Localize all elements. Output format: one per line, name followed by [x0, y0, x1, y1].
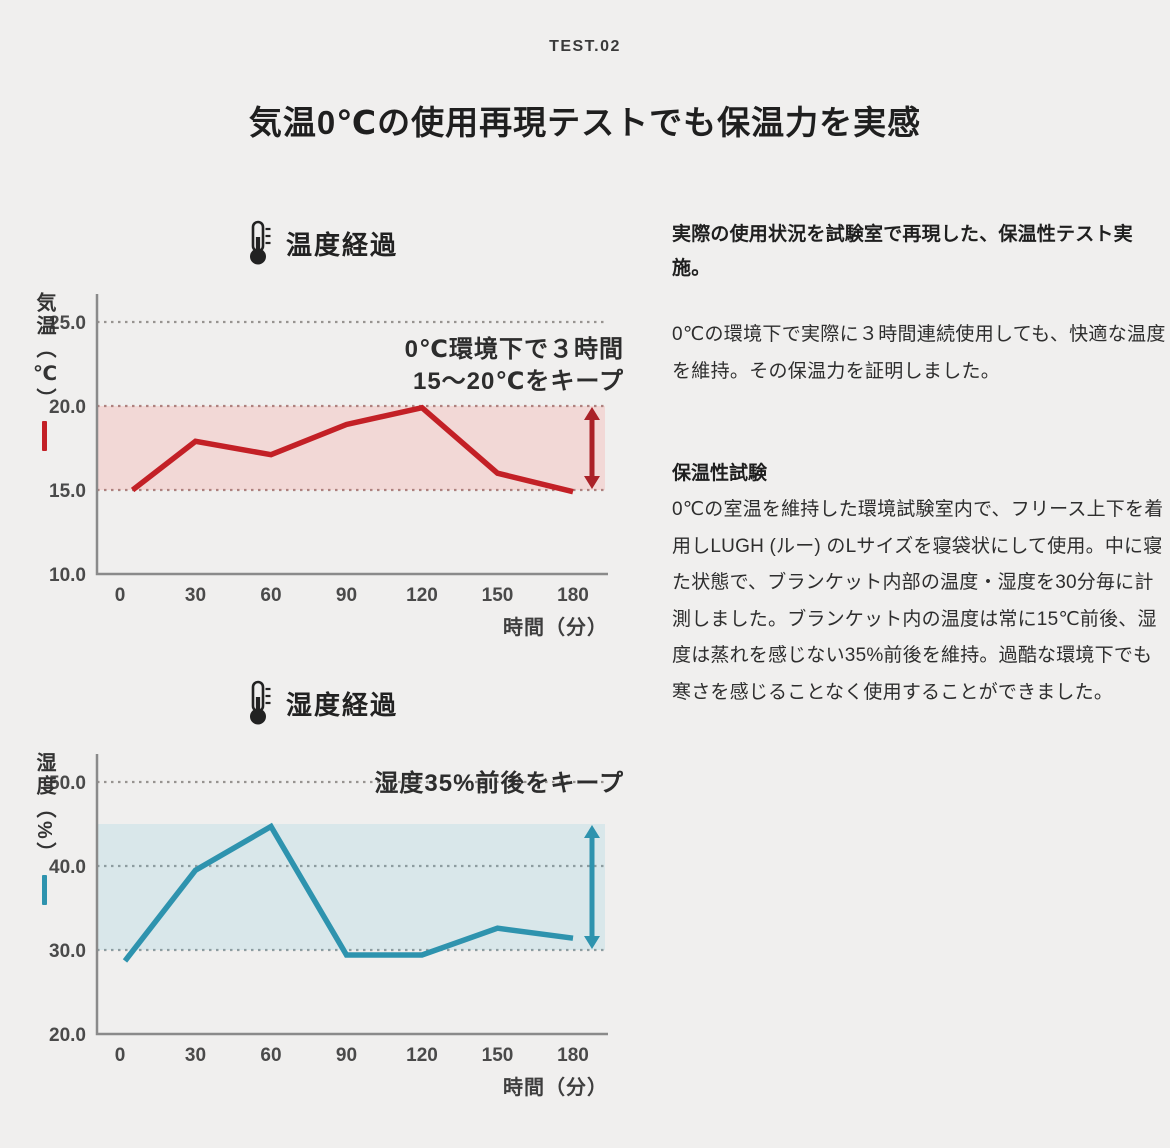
temperature-chart-section: 温度経過 25.0 20.0 15.0 10.0 0 30 60 90 120 150 180 時間（…	[8, 220, 638, 647]
axes	[95, 294, 608, 576]
range-arrow-head-down	[584, 936, 600, 949]
x-axis-title: 時間（分）	[503, 1075, 608, 1099]
y-tick-label: 20.0	[49, 397, 86, 418]
temperature-chart-area: 25.0 20.0 15.0 10.0 0 30 60 90 120 150 180 時間（分） 気温…	[8, 282, 638, 647]
x-tick-label: 60	[260, 585, 281, 606]
method-body: 0℃の室温を維持した環境試験室内で、フリース上下を着用しLUGH (ルー) のL…	[672, 499, 1164, 703]
humidity-chart-section: 湿度経過 50.0 40.0 30.0 20.0 0 30 60 90 120 150 180 時間（…	[8, 680, 638, 1107]
x-tick-label: 30	[185, 585, 206, 606]
data-line	[130, 404, 574, 495]
temperature-chart-title: 温度経過	[8, 220, 638, 266]
y-tick-label: 15.0	[49, 481, 86, 502]
x-axis-title: 時間（分）	[503, 615, 608, 639]
temperature-series-legend-mark	[41, 421, 47, 451]
range-arrow-head-up	[584, 407, 600, 420]
target-range-band	[97, 406, 605, 490]
lead-heading: 実際の使用状況を試験室で再現した、保温性テスト実施。	[672, 224, 1133, 280]
x-tick-label: 120	[406, 585, 438, 606]
y-tick-label: 50.0	[49, 773, 86, 794]
method-heading: 保温性試験	[672, 463, 768, 485]
temperature-line-chart: 25.0 20.0 15.0 10.0 0 30 60 90 120 150 180 時間（分）	[49, 294, 608, 639]
humidity-series-legend-mark	[41, 874, 47, 905]
section-title: 気温0℃の使用再現テストでも保温力を実感	[248, 104, 922, 141]
x-tick-label: 150	[482, 1045, 514, 1066]
x-tick-label: 90	[336, 585, 357, 606]
y-tick-label: 25.0	[49, 313, 86, 334]
humidity-chart-title: 湿度経過	[8, 680, 638, 726]
x-tick-label: 150	[482, 585, 514, 606]
chart-title-label: 温度経過	[285, 229, 398, 260]
x-tick-label: 30	[185, 1045, 206, 1066]
x-tick-label: 120	[406, 1045, 438, 1066]
x-tick-label: 0	[115, 1045, 126, 1066]
y-tick-label: 20.0	[49, 1025, 86, 1046]
y-tick-label: 40.0	[49, 857, 86, 878]
y-tick-label: 30.0	[49, 941, 86, 962]
thermometer-icon	[248, 220, 272, 266]
range-arrow-head-down	[584, 476, 600, 489]
range-arrow-head-up	[584, 825, 600, 838]
x-tick-label: 90	[336, 1045, 357, 1066]
y-tick-label: 10.0	[49, 565, 86, 586]
axes	[95, 754, 608, 1036]
humidity-chart-area: 50.0 40.0 30.0 20.0 0 30 60 90 120 150 180 時間（分） 湿度…	[8, 742, 638, 1107]
thermometer-icon	[248, 680, 272, 726]
humidity-y-axis-label: 湿度（%）	[22, 752, 66, 905]
data-line	[122, 822, 574, 963]
temperature-y-axis-label: 気温（℃）	[22, 292, 66, 451]
humidity-line-chart: 50.0 40.0 30.0 20.0 0 30 60 90 120 150 180 時間（分）	[49, 754, 608, 1099]
x-tick-label: 60	[260, 1045, 281, 1066]
lead-body: 0℃の環境下で実際に３時間連続使用しても、快適な温度を維持。その保温力を証明しま…	[672, 324, 1166, 383]
x-tick-label: 180	[557, 1045, 589, 1066]
x-tick-label: 180	[557, 585, 589, 606]
x-tick-label: 0	[115, 585, 126, 606]
temperature-annotation: 0℃環境下で３時間 15〜20℃をキープ	[404, 336, 624, 396]
section-eyebrow: TEST.02	[549, 38, 621, 55]
chart-title-label: 湿度経過	[285, 689, 398, 720]
description-column: 実際の使用状況を試験室で再現した、保温性テスト実施。 0℃の環境下で実際に３時間…	[672, 218, 1168, 711]
humidity-annotation: 湿度35%前後をキープ	[374, 770, 624, 797]
